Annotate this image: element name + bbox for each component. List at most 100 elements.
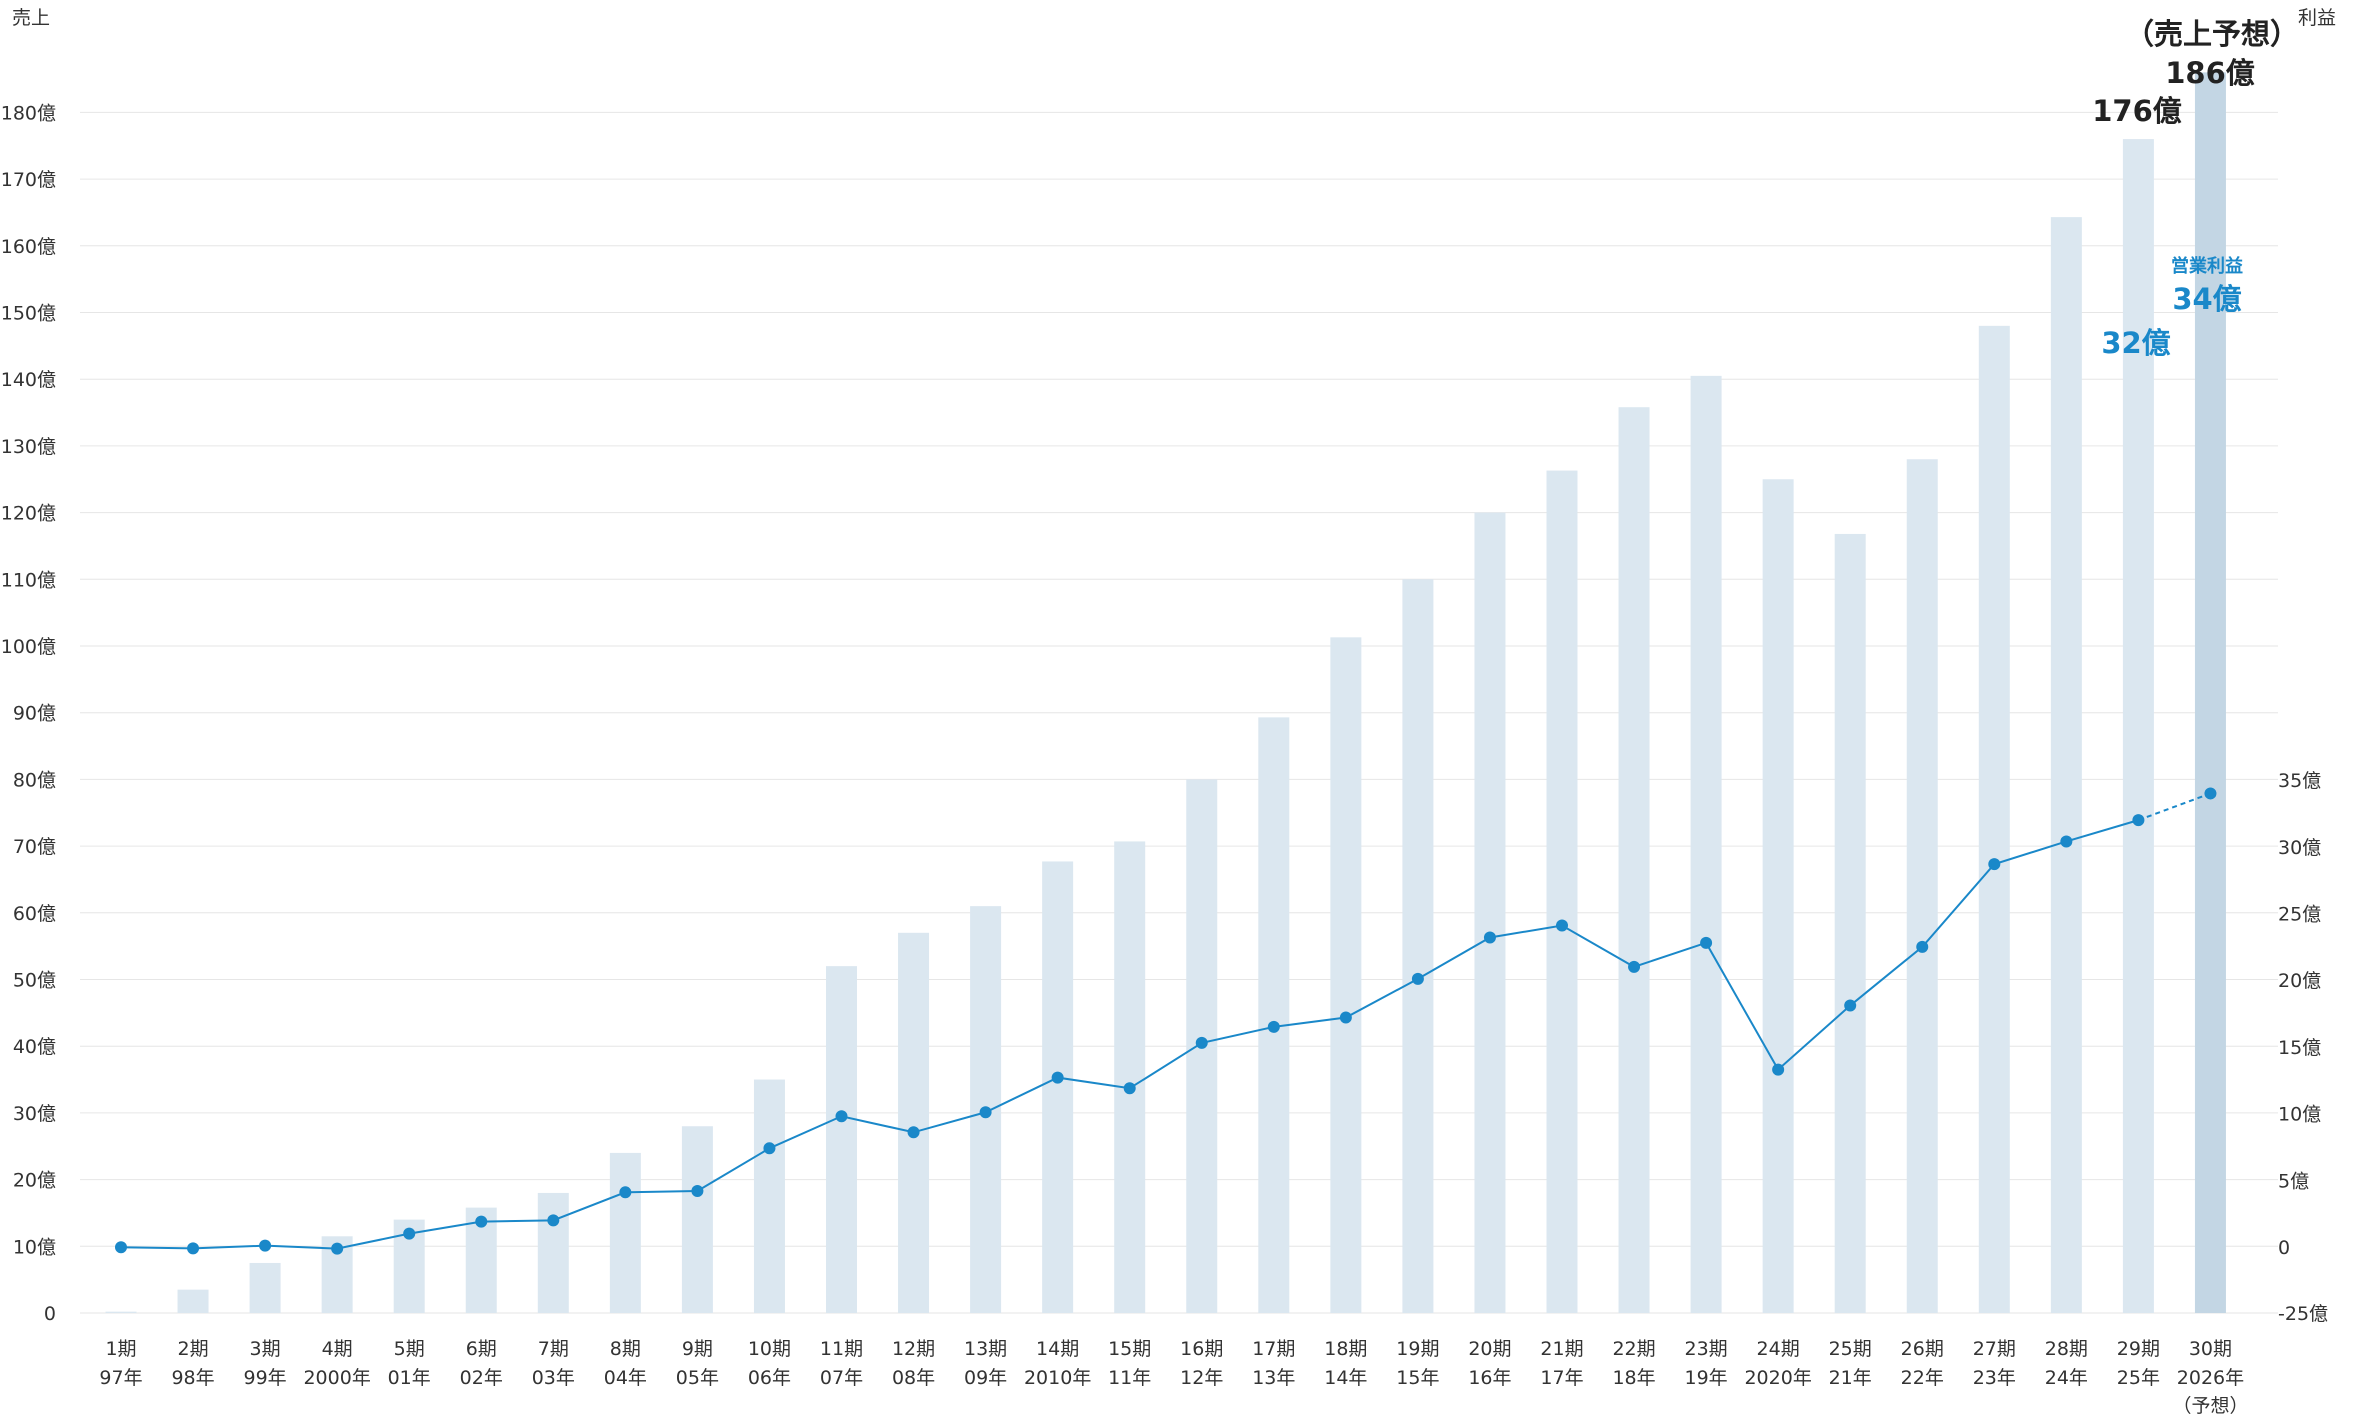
profit-point xyxy=(619,1186,632,1199)
profit-point xyxy=(1123,1082,1136,1095)
right-tick-label: 0 xyxy=(2278,1237,2290,1259)
x-period-label: 21期 xyxy=(1540,1338,1583,1360)
x-year-label: 06年 xyxy=(748,1367,791,1389)
profit-point xyxy=(763,1142,776,1155)
profit-point xyxy=(2060,835,2073,848)
profit-point xyxy=(547,1214,560,1227)
x-period-label: 20期 xyxy=(1468,1338,1511,1360)
x-period-label: 9期 xyxy=(682,1338,713,1360)
left-tick-label: 20億 xyxy=(13,1170,56,1192)
profit-point xyxy=(907,1126,920,1139)
sales-bar xyxy=(681,1126,713,1313)
sales-bar-forecast xyxy=(2194,72,2226,1313)
profit-point xyxy=(403,1227,416,1240)
sales-bar xyxy=(1618,407,1650,1313)
left-tick-label: 0 xyxy=(44,1303,56,1325)
profit-point xyxy=(475,1215,488,1228)
x-period-label: 30期 xyxy=(2189,1338,2232,1360)
x-year-label: 99年 xyxy=(244,1367,287,1389)
x-period-label: 23期 xyxy=(1685,1338,1728,1360)
x-year-label: 17年 xyxy=(1540,1367,1583,1389)
sales-bar xyxy=(1546,470,1578,1314)
sales-bar xyxy=(2050,217,2082,1313)
profit-point xyxy=(331,1242,344,1255)
x-period-label: 15期 xyxy=(1108,1338,1151,1360)
x-note-label: （予想） xyxy=(2172,1395,2248,1417)
left-tick-label: 100億 xyxy=(1,636,56,658)
x-year-label: 16年 xyxy=(1468,1367,1511,1389)
x-period-label: 17期 xyxy=(1252,1338,1295,1360)
x-year-label: 21年 xyxy=(1829,1367,1872,1389)
x-year-label: 12年 xyxy=(1180,1367,1223,1389)
x-year-label: 97年 xyxy=(99,1367,142,1389)
x-period-label: 24期 xyxy=(1757,1338,1800,1360)
profit-point xyxy=(1556,919,1568,932)
x-period-label: 14期 xyxy=(1036,1338,1079,1360)
profit-point xyxy=(1339,1011,1352,1024)
profit-point xyxy=(115,1241,127,1254)
left-tick-label: 30億 xyxy=(13,1103,56,1125)
x-year-label: 15年 xyxy=(1396,1367,1439,1389)
left-tick-label: 130億 xyxy=(1,436,56,458)
right-axis-label: 利益 xyxy=(2298,7,2336,29)
profit-point xyxy=(1267,1020,1280,1033)
x-year-label: 18年 xyxy=(1612,1367,1655,1389)
left-tick-label: 50億 xyxy=(13,970,56,992)
profit-point xyxy=(1772,1063,1785,1076)
x-year-label: 2020年 xyxy=(1744,1367,1811,1389)
x-year-label: 09年 xyxy=(964,1367,1007,1389)
right-tick-label: 35億 xyxy=(2278,770,2321,792)
sales-bar xyxy=(609,1152,641,1313)
sales-forecast-label: （売上予想） xyxy=(2125,17,2299,51)
sales-bar xyxy=(1330,637,1362,1313)
x-year-label: 25年 xyxy=(2117,1367,2160,1389)
left-tick-label: 170億 xyxy=(1,169,56,191)
right-tick-label: 25億 xyxy=(2278,904,2321,926)
profit-point xyxy=(1844,999,1857,1012)
profit-point xyxy=(1483,931,1496,944)
sales-bar xyxy=(826,966,857,1313)
x-period-label: 5期 xyxy=(394,1338,425,1360)
profit-point xyxy=(835,1110,848,1123)
axis-ticks: 0 10億 20億 30億 40億 50億 60億 70億 80億 90億 100億 110億 120億… xyxy=(1,102,2328,1325)
left-tick-label: 180億 xyxy=(1,102,56,124)
profit-line xyxy=(115,787,2217,1255)
profit-forecast-value: 34億 xyxy=(2172,282,2241,316)
sales-bar xyxy=(1474,512,1506,1313)
x-year-label: 03年 xyxy=(532,1367,575,1389)
forecast-annotations: （売上予想） 186億 176億 営業利益 34億 32億 xyxy=(2092,17,2299,360)
profit-point xyxy=(1628,960,1641,973)
right-tick-label: 30億 xyxy=(2278,837,2321,859)
profit-point xyxy=(1411,972,1424,985)
right-tick-label: 20億 xyxy=(2278,970,2321,992)
profit-last-value: 32億 xyxy=(2101,326,2170,360)
right-tick-label: 15億 xyxy=(2278,1037,2321,1059)
x-period-label: 4期 xyxy=(322,1338,353,1360)
x-period-label: 22期 xyxy=(1612,1338,1655,1360)
profit-point xyxy=(1988,858,2001,871)
sales-bar xyxy=(1906,459,1938,1313)
profit-point xyxy=(979,1106,992,1119)
sales-bar xyxy=(249,1262,281,1313)
left-tick-label: 70億 xyxy=(13,836,56,858)
x-period-label: 13期 xyxy=(964,1338,1007,1360)
sales-bar xyxy=(753,1079,785,1313)
sales-bar xyxy=(1402,579,1434,1313)
left-tick-label: 150億 xyxy=(1,303,56,325)
x-period-label: 16期 xyxy=(1180,1338,1223,1360)
left-tick-label: 10億 xyxy=(13,1236,56,1258)
sales-bar xyxy=(537,1192,569,1313)
sales-bar xyxy=(1978,325,2010,1314)
right-tick-label: 10億 xyxy=(2278,1104,2321,1126)
sales-forecast-value: 186億 xyxy=(2165,56,2255,90)
profit-point-forecast xyxy=(2204,787,2217,800)
x-year-label: 24年 xyxy=(2045,1367,2088,1389)
left-tick-label: 90億 xyxy=(13,703,56,725)
left-tick-label: 80億 xyxy=(13,769,56,791)
left-tick-label: 120億 xyxy=(1,503,56,525)
sales-bar xyxy=(1834,533,1866,1313)
sales-bar xyxy=(177,1289,209,1313)
x-year-label: 14年 xyxy=(1324,1367,1367,1389)
x-year-label: 2010年 xyxy=(1024,1367,1091,1389)
x-period-label: 8期 xyxy=(610,1338,641,1360)
